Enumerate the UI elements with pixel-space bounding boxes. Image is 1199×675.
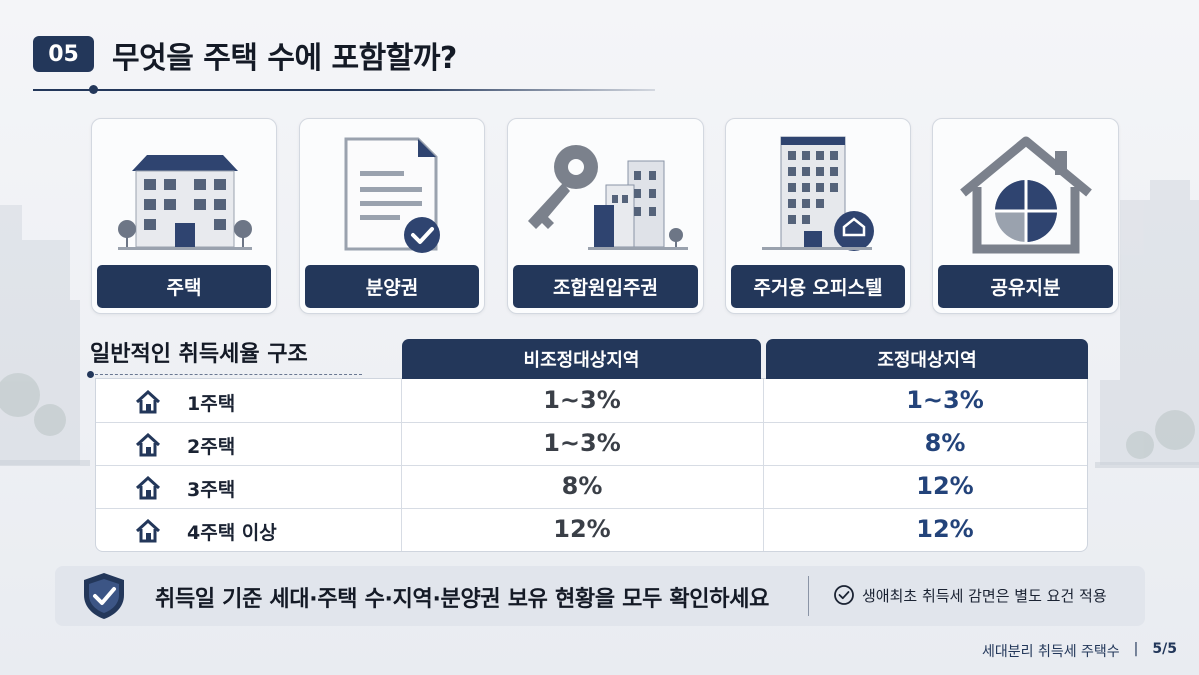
- rate-non-adjusted: 8%: [561, 472, 603, 500]
- rate-adjusted: 12%: [916, 472, 974, 500]
- category-card-house: 주택: [91, 118, 277, 314]
- footer-separator: |: [1133, 641, 1139, 657]
- category-label: 분양권: [305, 265, 479, 308]
- title-underline: [33, 89, 655, 91]
- house-icon: [135, 433, 161, 457]
- column-header-adjusted: 조정대상지역: [766, 339, 1088, 379]
- row-label: 4주택 이상: [187, 522, 277, 544]
- house-pie-icon: [960, 136, 1092, 254]
- section-number-badge: 05: [33, 36, 94, 72]
- document-check-icon: [344, 137, 440, 253]
- house-icon: [135, 519, 161, 543]
- row-label: 2주택: [187, 436, 236, 458]
- rate-adjusted: 1~3%: [906, 386, 984, 414]
- house-icon: [135, 476, 161, 500]
- row-label: 3주택: [187, 479, 236, 501]
- banner-main-text: 취득일 기준 세대·주택 수·지역·분양권 보유 현황을 모두 확인하세요: [155, 587, 770, 612]
- page-number: 5/5: [1152, 641, 1177, 657]
- notice-banner: 취득일 기준 세대·주택 수·지역·분양권 보유 현황을 모두 확인하세요 생애…: [55, 566, 1145, 626]
- category-label: 주거용 오피스텔: [731, 265, 905, 308]
- table-row: 2주택 1~3% 8%: [95, 423, 1088, 466]
- rate-non-adjusted: 1~3%: [543, 386, 621, 414]
- row-label: 1주택: [187, 393, 236, 415]
- page-title: 무엇을 주택 수에 포함할까?: [112, 41, 457, 76]
- banner-divider: [808, 576, 809, 616]
- house-icon: [135, 390, 161, 414]
- category-card-shared-equity: 공유지분: [932, 118, 1119, 314]
- shield-check-icon: [84, 573, 124, 619]
- table-row: 3주택 8% 12%: [95, 466, 1088, 509]
- category-card-officetel: 주거용 오피스텔: [725, 118, 911, 314]
- row-divider: [96, 422, 1087, 423]
- category-card-presale-right: 분양권: [299, 118, 485, 314]
- table-title-dot: [87, 371, 94, 378]
- footer-title: 세대분리 취득세 주택수: [981, 644, 1120, 660]
- row-divider: [96, 465, 1087, 466]
- table-title: 일반적인 취득세율 구조: [90, 342, 308, 367]
- table-row: 4주택 이상 12% 12%: [95, 509, 1088, 552]
- title-underline-dot: [89, 85, 98, 94]
- rate-adjusted: 12%: [916, 515, 974, 543]
- category-card-union-right: 조합원입주권: [507, 118, 704, 314]
- key-buildings-icon: [528, 145, 688, 250]
- footer: 세대분리 취득세 주택수 | 5/5: [982, 641, 1177, 661]
- rate-adjusted: 8%: [924, 429, 966, 457]
- category-label: 조합원입주권: [513, 265, 698, 308]
- banner-note: 생애최초 취득세 감면은 별도 요건 적용: [862, 587, 1107, 605]
- category-label: 주택: [97, 265, 271, 308]
- apartment-building-icon: [118, 155, 252, 250]
- rate-non-adjusted: 1~3%: [543, 429, 621, 457]
- table-title-underline: [90, 374, 362, 375]
- check-circle-icon: [834, 585, 854, 605]
- row-divider: [96, 508, 1087, 509]
- table-row: 1주택 1~3% 1~3%: [95, 380, 1088, 423]
- rate-non-adjusted: 12%: [553, 515, 611, 543]
- category-label: 공유지분: [938, 265, 1113, 308]
- officetel-icon: [762, 136, 874, 251]
- column-header-non-adjusted: 비조정대상지역: [402, 339, 761, 379]
